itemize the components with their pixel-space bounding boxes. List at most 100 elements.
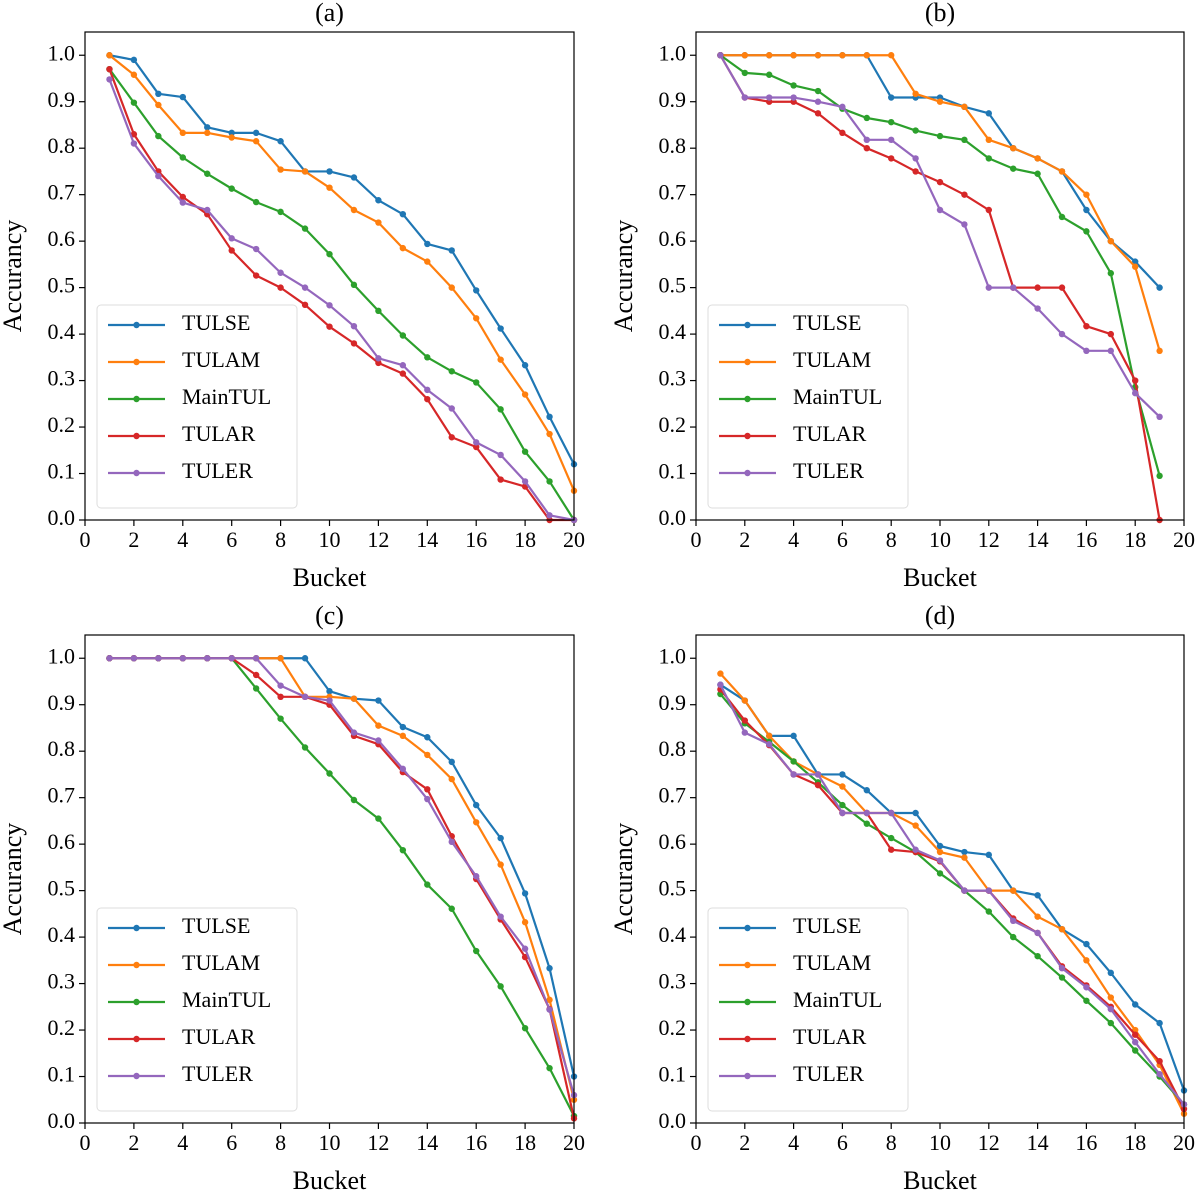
series-marker	[106, 655, 113, 662]
x-tick-label: 16	[465, 527, 487, 552]
legend: TULSE TULAM MainTUL TULAR TULER	[96, 304, 298, 509]
series-marker	[252, 685, 260, 692]
series-marker	[473, 819, 480, 826]
x-tick-label: 10	[929, 527, 951, 552]
series-marker	[448, 405, 455, 412]
series-marker	[546, 965, 553, 972]
y-tick-label: 0.2	[659, 1015, 687, 1040]
series-marker	[1034, 892, 1041, 899]
series-marker	[424, 386, 431, 394]
x-axis-label: Bucket	[293, 1166, 367, 1193]
y-tick-label: 0.0	[659, 505, 687, 530]
x-tick-label: 20	[1173, 1130, 1195, 1155]
series-marker	[1132, 263, 1139, 270]
series-marker	[790, 52, 797, 59]
series-marker	[326, 688, 333, 695]
series-marker	[497, 861, 504, 868]
series-marker	[1083, 191, 1090, 198]
series-marker	[961, 221, 968, 228]
series-marker	[839, 801, 846, 809]
series-line	[108, 68, 574, 522]
legend-label: TULAR	[182, 1024, 256, 1049]
y-tick-label: 0.7	[659, 180, 687, 205]
x-tick-label: 12	[978, 527, 1000, 552]
legend-label: TULSE	[793, 310, 861, 335]
series-marker	[936, 206, 944, 214]
x-tick-label: 12	[367, 527, 389, 552]
series-marker	[521, 919, 529, 926]
series-marker	[985, 155, 992, 162]
series-marker	[179, 129, 186, 137]
x-tick-label: 8	[886, 527, 897, 552]
series-marker	[961, 854, 968, 861]
series-marker	[179, 154, 186, 161]
legend-label: TULSE	[793, 913, 861, 938]
series-marker	[326, 770, 333, 777]
y-tick-label: 0.5	[659, 876, 687, 901]
series-marker	[1132, 1001, 1139, 1008]
legend-marker	[133, 998, 140, 1006]
series-marker	[546, 413, 553, 421]
series-marker	[277, 138, 284, 145]
series-marker	[1034, 913, 1041, 920]
legend-marker	[133, 1072, 140, 1080]
legend-marker	[744, 395, 751, 403]
series-marker	[814, 98, 822, 105]
legend-label: TULER	[182, 458, 253, 483]
y-tick-label: 0.1	[48, 1062, 76, 1087]
series-marker	[936, 857, 944, 864]
series-marker	[814, 87, 822, 95]
series-marker	[473, 947, 480, 955]
series-marker	[204, 206, 211, 214]
series-marker	[717, 52, 724, 59]
series-marker	[350, 174, 358, 181]
series-marker	[473, 287, 480, 294]
series-marker	[1083, 957, 1090, 964]
series-marker	[766, 94, 773, 101]
x-tick-label: 4	[177, 1130, 188, 1155]
series-marker	[863, 820, 870, 827]
series-marker	[448, 247, 455, 254]
legend-box	[96, 304, 298, 509]
series-marker	[814, 771, 822, 778]
series-marker	[1107, 270, 1115, 277]
series-marker	[1058, 330, 1066, 338]
x-tick-label: 14	[1027, 527, 1049, 552]
series-marker	[277, 269, 284, 276]
series-marker	[985, 908, 992, 915]
y-tick-label: 0.3	[48, 969, 76, 994]
series-marker	[497, 476, 504, 483]
x-tick-label: 20	[563, 1130, 585, 1155]
series-marker	[1132, 377, 1139, 384]
series-marker	[790, 94, 797, 101]
series-marker	[228, 655, 235, 662]
panel-title: (b)	[925, 0, 955, 27]
series-marker	[717, 670, 724, 677]
series-marker	[839, 103, 846, 111]
series-marker	[130, 655, 138, 662]
axes-frame	[695, 31, 1185, 521]
legend-marker	[133, 395, 140, 403]
legend-label: TULAM	[182, 347, 260, 372]
x-tick-label: 4	[177, 527, 188, 552]
series-marker	[1156, 413, 1163, 421]
series-marker	[766, 52, 773, 59]
legend: TULSE TULAM MainTUL TULAR TULER	[707, 907, 909, 1112]
series-marker	[912, 127, 919, 134]
y-tick-label: 0.8	[48, 133, 76, 158]
legend-label: TULAM	[182, 950, 260, 975]
series-marker	[375, 197, 382, 204]
series-marker	[326, 697, 333, 704]
series-marker	[228, 134, 235, 141]
series-marker	[1058, 974, 1066, 981]
x-tick-label: 6	[226, 1130, 237, 1155]
series-marker	[521, 1024, 529, 1032]
series-marker	[424, 395, 431, 403]
legend-label: TULAM	[793, 347, 871, 372]
series-line	[720, 54, 1161, 289]
y-tick-label: 0.9	[659, 87, 687, 112]
series-marker	[228, 129, 235, 137]
legend-label: MainTUL	[182, 384, 271, 409]
series-marker	[1083, 984, 1090, 991]
series-marker	[1010, 933, 1017, 941]
